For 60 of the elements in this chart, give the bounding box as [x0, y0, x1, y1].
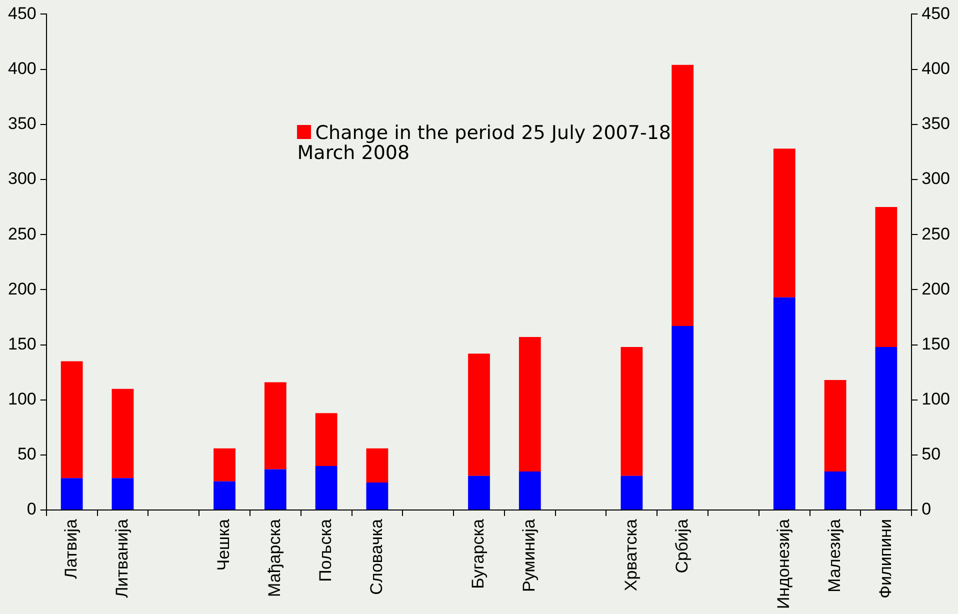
- y-tick-label: 100: [8, 390, 36, 409]
- bar: [672, 64, 694, 326]
- legend-label: Change in the period 25 July 2007-18 March 2008: [297, 122, 672, 164]
- bar: [824, 471, 846, 510]
- bar: [875, 207, 898, 347]
- bar: [112, 388, 134, 478]
- y2-tick-label: 400: [922, 58, 950, 78]
- x-tick-label: Латвија: [62, 518, 80, 579]
- bar: [264, 469, 286, 510]
- y-tick-label: 0: [26, 500, 36, 519]
- y-tick-label: 50: [17, 444, 36, 464]
- x-tick-label: Хрватска: [621, 518, 640, 592]
- y2-tick-label: 200: [922, 279, 950, 298]
- y-tick-label: 200: [8, 279, 36, 298]
- y2-tick-label: 300: [922, 169, 950, 188]
- x-tick-label: Индонезија: [774, 518, 794, 610]
- bar: [468, 476, 490, 510]
- x-tick-label: Србија: [672, 518, 692, 574]
- bar: [773, 297, 796, 510]
- x-tick-label: Чешка: [214, 518, 234, 571]
- x-tick-label: Литванија: [112, 518, 132, 598]
- bar: [672, 326, 694, 510]
- bar: [315, 413, 338, 466]
- y2-tick-label: 350: [922, 114, 950, 134]
- y2-tick-label: 150: [922, 334, 950, 354]
- y2-tick-label: 250: [922, 224, 950, 244]
- y-tick-label: 400: [8, 58, 36, 78]
- bar: [620, 346, 643, 476]
- x-tick-label: Малезија: [824, 518, 844, 592]
- y-tick-label: 450: [8, 4, 36, 23]
- bar: [366, 482, 388, 510]
- x-tick-label: Словачка: [366, 518, 386, 595]
- y-tick-label: 150: [8, 334, 36, 354]
- y2-tick-label: 0: [922, 500, 932, 519]
- x-tick-label: Филипини: [876, 519, 895, 598]
- bar: [824, 380, 846, 472]
- bar: [620, 476, 643, 510]
- y-tick-label: 300: [8, 169, 36, 188]
- bar: [264, 382, 286, 470]
- bar: [60, 478, 83, 510]
- bar: [518, 337, 541, 472]
- bar: [214, 481, 236, 510]
- x-tick-label: Мађарска: [265, 518, 284, 597]
- y2-tick-label: 50: [922, 444, 941, 464]
- x-tick-label: Руминија: [520, 518, 539, 592]
- y-tick-label: 350: [8, 114, 36, 134]
- bar: [315, 466, 338, 510]
- x-tick-label: Пољска: [316, 518, 335, 582]
- y2-tick-label: 100: [922, 390, 950, 409]
- bar: [518, 471, 541, 510]
- bar: [875, 346, 898, 510]
- bar: [214, 448, 236, 482]
- y2-tick-label: 450: [922, 4, 950, 23]
- bar: [60, 361, 83, 478]
- bar: [366, 448, 388, 482]
- y-tick-label: 250: [8, 224, 36, 244]
- x-tick-label: Бугарска: [468, 518, 488, 589]
- bar: [468, 354, 490, 476]
- bar: [112, 478, 134, 510]
- bar: [773, 148, 796, 298]
